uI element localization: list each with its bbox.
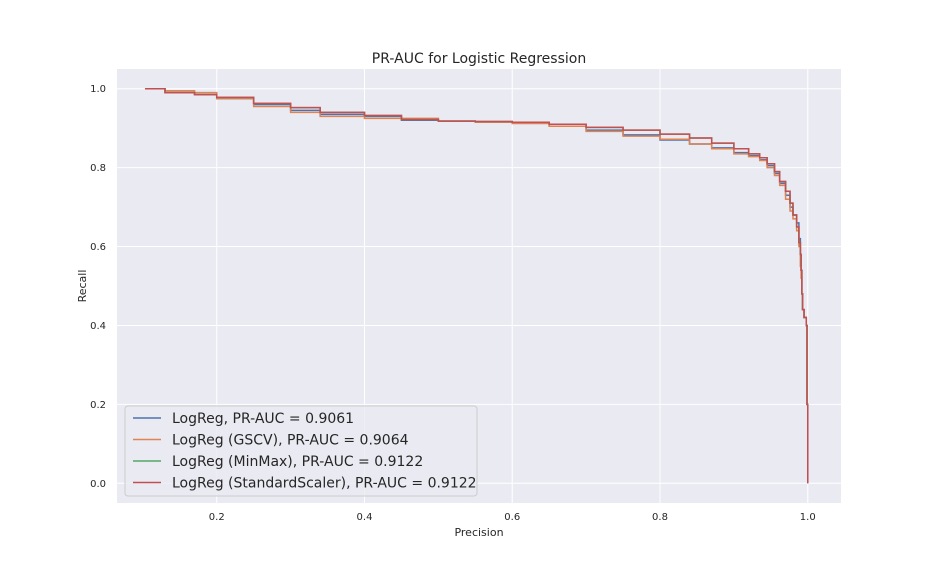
legend-label-2: LogReg (GSCV), PR-AUC = 0.9064 (172, 433, 409, 449)
x-tick-label: 0.4 (357, 512, 373, 523)
x-tick-label: 0.2 (209, 512, 225, 523)
chart-title: PR-AUC for Logistic Regression (372, 51, 586, 67)
legend-box (124, 405, 478, 497)
y-tick-label: 1.0 (90, 84, 106, 95)
x-tick-label: 1.0 (800, 512, 816, 523)
legend-label-4: LogReg (StandardScaler), PR-AUC = 0.9122 (172, 476, 477, 492)
legend-label-3: LogReg (MinMax), PR-AUC = 0.9122 (172, 454, 423, 470)
legend-label-1: LogReg, PR-AUC = 0.9061 (172, 411, 354, 427)
x-tick-labels: 0.2 0.4 0.6 0.8 1.0 (209, 512, 816, 523)
x-axis-label: Precision (454, 526, 503, 539)
y-tick-label: 0.8 (90, 163, 106, 174)
y-tick-labels: 0.0 0.2 0.4 0.6 0.8 1.0 (90, 84, 106, 490)
grid-lines (117, 69, 841, 503)
y-tick-label: 0.4 (90, 321, 106, 332)
x-tick-label: 0.8 (652, 512, 668, 523)
y-tick-label: 0.6 (90, 242, 106, 253)
x-tick-label: 0.6 (504, 512, 520, 523)
y-axis-label: Recall (76, 270, 89, 303)
y-tick-label: 0.0 (90, 479, 106, 490)
series-lines (145, 87, 809, 484)
y-tick-label: 0.2 (90, 400, 106, 411)
legend-items: LogReg, PR-AUC = 0.9061 LogReg (GSCV), PR… (133, 411, 477, 492)
series-line-4 (145, 87, 809, 484)
legend: LogReg, PR-AUC = 0.9061 LogReg (GSCV), PR… (124, 405, 478, 497)
